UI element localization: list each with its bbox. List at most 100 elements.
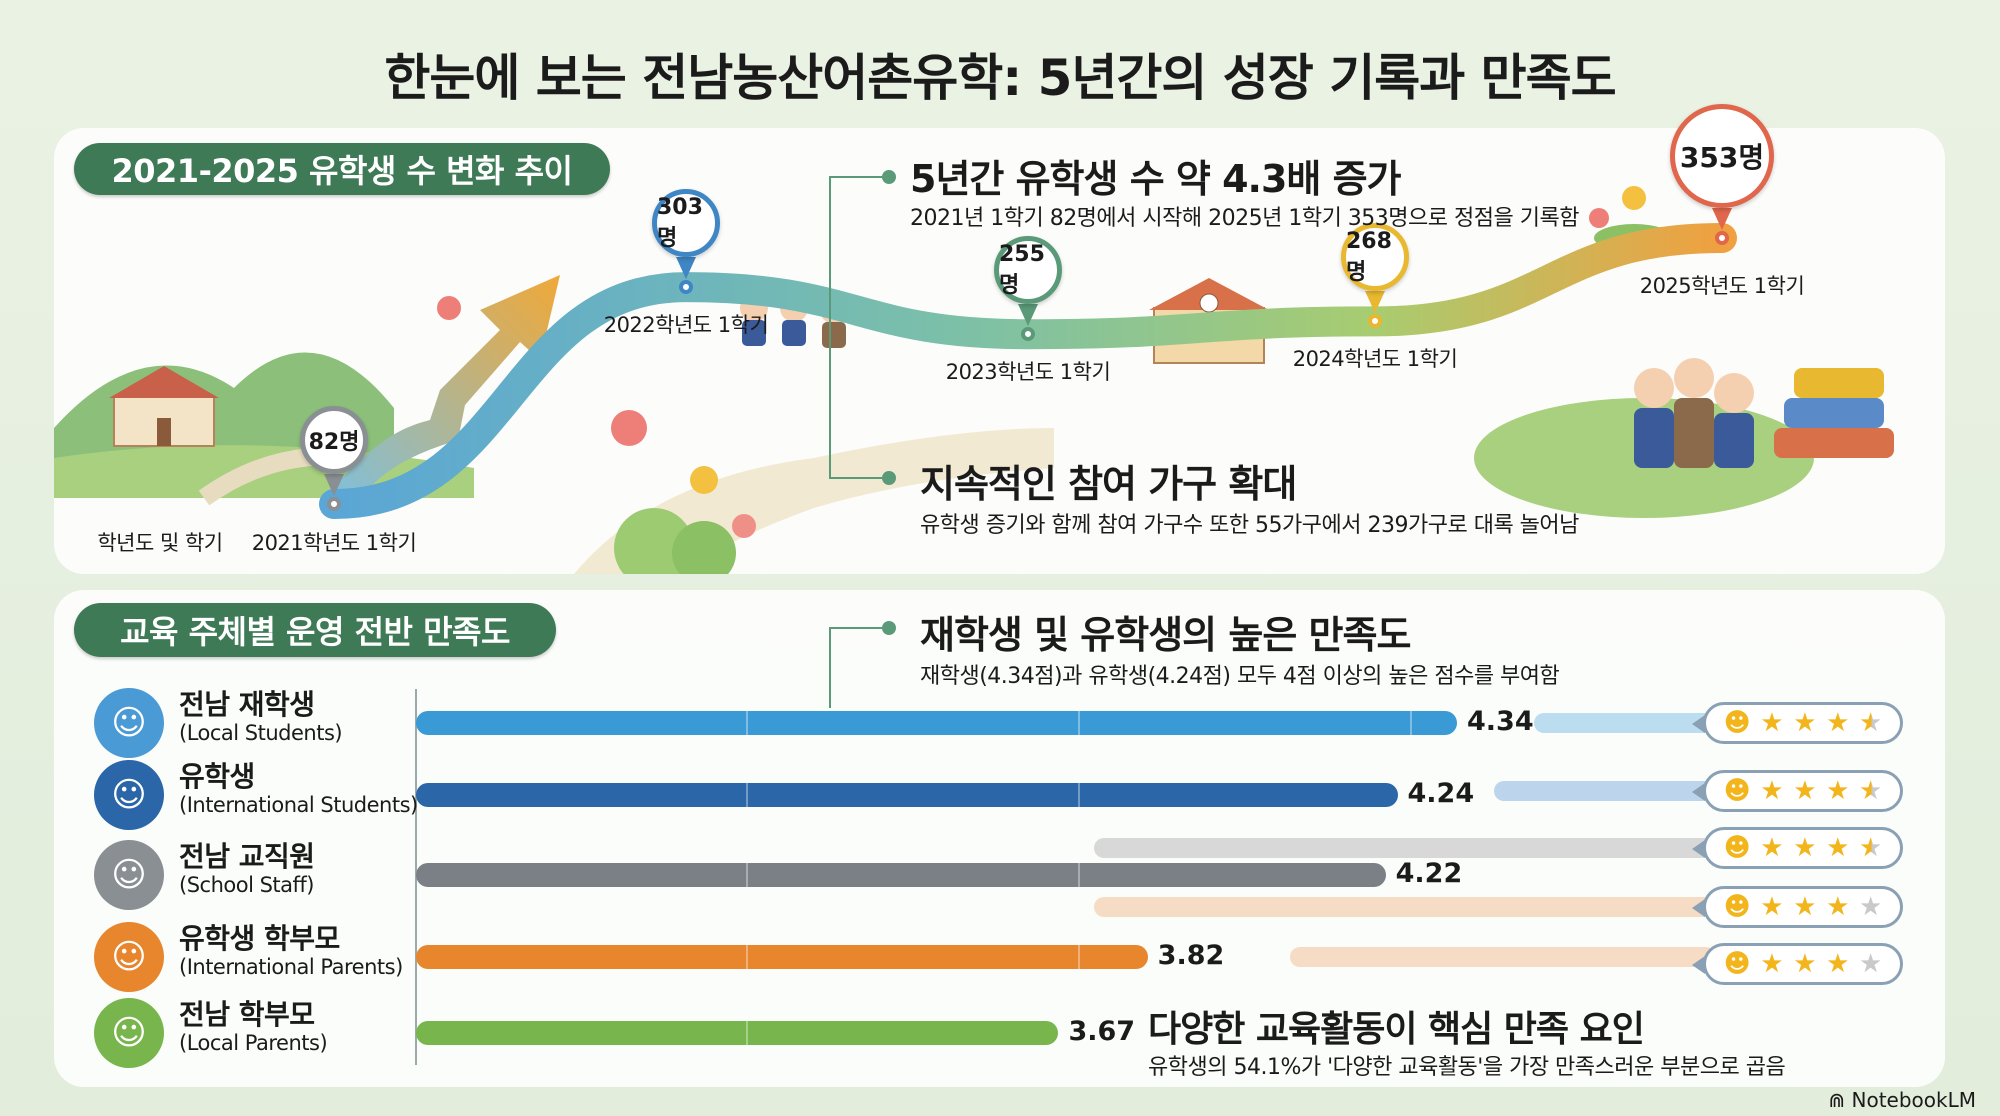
star-rating-badge: ☻ ★ ★ ★ ★ (1692, 827, 1903, 869)
x-tick-label: 2025학년도 1학기 (1639, 274, 1805, 298)
star-icon: ★ (1760, 833, 1784, 863)
bar-track (1494, 781, 1716, 801)
growth-section-pill: 2021-2025 유학생 수 변화 추이 (74, 143, 610, 195)
callout-factor-sub: 유학생의 54.1%가 '다양한 교육활동'을 가장 만족스러운 부분으로 곱음 (1148, 1055, 1786, 1080)
callout-dot (882, 621, 896, 635)
group-name-english: (School Staff) (179, 873, 315, 897)
data-label: 303명 (652, 189, 720, 258)
star-rating-badge: ☻ ★ ★ ★ ★ (1692, 943, 1903, 985)
star-icon: ★ (1793, 708, 1817, 738)
group-name: 전남 교직원 (179, 840, 315, 873)
bracket-arm (829, 477, 885, 479)
data-label: 82명 (300, 406, 368, 474)
page-title: 한눈에 보는 전남농산어촌유학: 5년간의 성장 기록과 만족도 (384, 49, 1616, 107)
growth-line-chart (319, 223, 1737, 519)
person-icon: ☺ (111, 855, 147, 895)
x-tick-label: 2021학년도 1학기 (251, 531, 417, 555)
bar-track (1534, 713, 1716, 733)
group-name-english: (International Parents) (179, 955, 403, 979)
callout-bracket (829, 628, 831, 708)
x-tick-label: 2024학년도 1학기 (1292, 347, 1458, 372)
star-icon: ★ (1826, 776, 1850, 806)
bracket-arm (829, 627, 885, 629)
satisfaction-section-pill: 교육 주체별 운영 전반 만족도 (74, 603, 556, 657)
pin-tail (1365, 291, 1385, 314)
growth-arrow-icon (330, 275, 560, 510)
star-icon: ★ (1859, 776, 1883, 806)
person-icon: ☺ (111, 937, 147, 977)
data-label: 268명 (1341, 223, 1409, 292)
pin-tail (1712, 208, 1732, 230)
bar-track (1094, 838, 1716, 858)
callout-households-sub: 유학생 증기와 함께 참여 가구수 또한 55가구에서 239가구로 대록 놀어… (920, 513, 1579, 538)
bracket-arm (829, 176, 885, 178)
bar (416, 863, 1386, 887)
callout-factor-title: 다양한 교육활동이 핵심 만족 요인 (1148, 1009, 1645, 1050)
line-point (1021, 327, 1035, 342)
line-point (679, 280, 693, 295)
callout-dot (882, 471, 896, 485)
bar (416, 783, 1398, 807)
star-rating-badge: ☻ ★ ★ ★ ★ (1692, 770, 1903, 812)
group-name: 전남 학부모 (179, 998, 315, 1031)
smiley-icon: ☻ (1723, 708, 1751, 738)
star-icon: ★ (1760, 708, 1784, 738)
x-tick-label: 2023학년도 1학기 (945, 360, 1111, 385)
star-icon: ★ (1793, 776, 1817, 806)
callout-growth-title: 5년간 유학생 수 약 4.3배 증가 (910, 157, 1402, 201)
group-name-english: (Local Parents) (179, 1031, 328, 1055)
star-icon: ★ (1760, 892, 1784, 922)
smiley-icon: ☻ (1723, 892, 1751, 922)
smiley-icon: ☻ (1723, 776, 1751, 806)
growth-line (319, 223, 1737, 519)
bar-value-label: 4.22 (1395, 858, 1463, 889)
data-label: 255명 (994, 236, 1062, 305)
pin-tail (676, 257, 696, 280)
x-axis-label: 학년도 및 학기 (97, 531, 223, 555)
notebooklm-brand: ⋒ NotebookLM (1828, 1088, 1976, 1112)
callout-satisfaction-title: 재학생 및 유학생의 높은 만족도 (920, 613, 1411, 657)
callout-dot (882, 170, 896, 184)
line-point (1368, 314, 1382, 329)
star-icon: ★ (1826, 833, 1850, 863)
landscape-illustration (54, 186, 1894, 574)
group-name: 전남 재학생 (179, 688, 315, 721)
star-icon: ★ (1826, 892, 1850, 922)
person-icon: ☺ (111, 775, 147, 815)
avatar: ☺ (94, 688, 164, 758)
star-icon: ★ (1760, 776, 1784, 806)
brand-label: NotebookLM (1851, 1088, 1977, 1112)
avatar: ☺ (94, 760, 164, 830)
star-icon: ★ (1859, 708, 1883, 738)
star-rating-badge: ☻ ★ ★ ★ ★ (1692, 886, 1903, 928)
group-name: 유학생 학부모 (179, 922, 340, 955)
line-point (1715, 231, 1729, 245)
callout-households-title: 지속적인 참여 가구 확대 (920, 462, 1297, 506)
avatar: ☺ (94, 998, 164, 1068)
star-icon: ★ (1793, 949, 1817, 979)
bar-value-label: 3.67 (1068, 1016, 1136, 1047)
star-icon: ★ (1859, 833, 1883, 863)
pin-tail (324, 474, 344, 496)
star-icon: ★ (1859, 949, 1883, 979)
avatar: ☺ (94, 840, 164, 910)
smiley-icon: ☻ (1723, 833, 1751, 863)
bar-value-label: 4.34 (1467, 706, 1534, 737)
bar (416, 711, 1457, 735)
star-icon: ★ (1859, 892, 1883, 922)
bar (416, 1021, 1059, 1045)
pin-tail (1018, 304, 1038, 327)
bar-value-label: 3.82 (1157, 940, 1225, 971)
group-name: 유학생 (179, 760, 255, 793)
group-name-english: (Local Students) (179, 721, 343, 745)
bar (416, 945, 1148, 969)
callout-satisfaction-sub: 재학생(4.34점)과 유학생(4.24점) 모두 4점 이상의 높은 점수를 … (920, 664, 1560, 689)
bar-value-label: 4.24 (1407, 778, 1475, 809)
star-rating-badge: ☻ ★ ★ ★ ★ (1692, 702, 1903, 744)
bar-track (1094, 897, 1716, 917)
data-label: 353명 (1670, 104, 1774, 208)
callout-bracket (829, 177, 831, 478)
avatar: ☺ (94, 922, 164, 992)
smiley-icon: ☻ (1723, 949, 1751, 979)
bar-track (1290, 947, 1716, 967)
